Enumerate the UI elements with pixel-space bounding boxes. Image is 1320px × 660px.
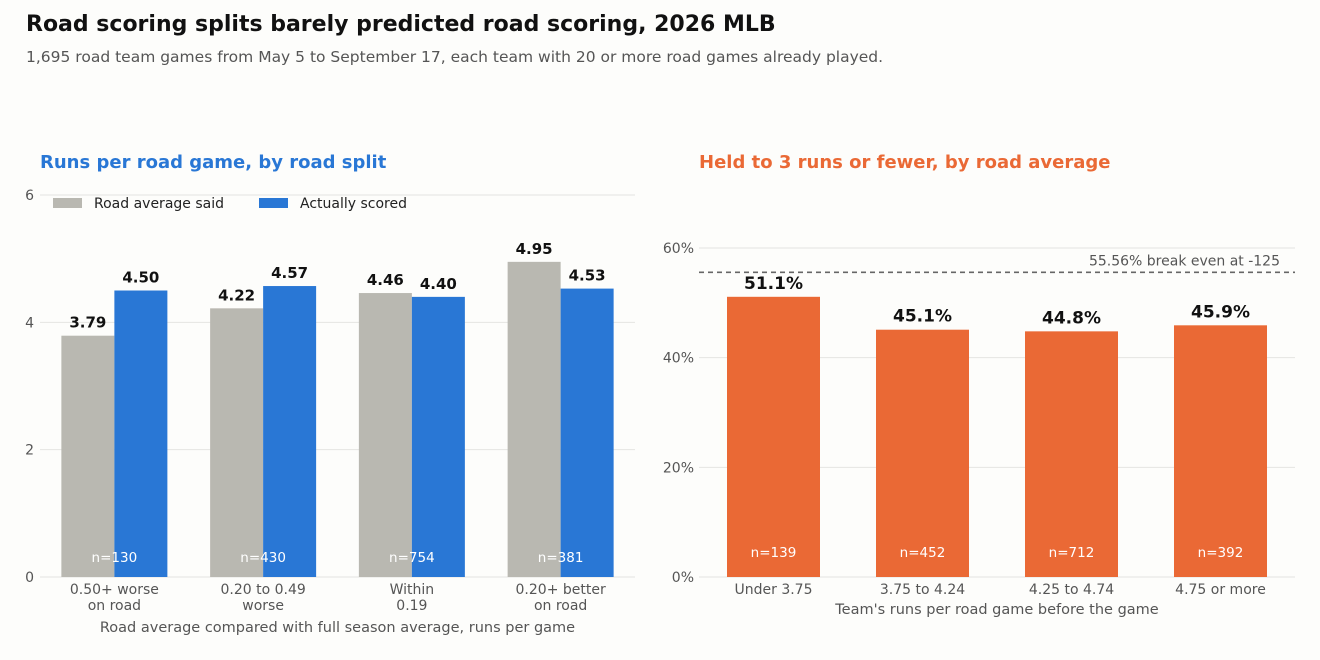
chart-subtitle: 1,695 road team games from May 5 to Sept… bbox=[26, 48, 884, 66]
right-ytick-label: 20% bbox=[663, 460, 694, 476]
left-value-label: 4.46 bbox=[367, 271, 404, 289]
left-value-label: 4.53 bbox=[569, 267, 606, 285]
left-bar-road-average bbox=[358, 293, 412, 577]
left-category-label: on road bbox=[534, 598, 587, 614]
left-category-label: 0.20+ better bbox=[516, 582, 606, 598]
right-bar bbox=[1025, 331, 1118, 577]
left-value-label: 3.79 bbox=[69, 314, 106, 332]
right-ytick-label: 60% bbox=[663, 241, 694, 257]
left-bar-actual bbox=[114, 290, 168, 577]
right-category-label: 4.75 or more bbox=[1175, 582, 1266, 598]
right-x-axis-label: Team's runs per road game before the gam… bbox=[834, 602, 1159, 618]
chart-title: Road scoring splits barely predicted roa… bbox=[26, 12, 776, 37]
left-ytick-label: 6 bbox=[25, 188, 34, 204]
left-category-label: 0.19 bbox=[396, 598, 427, 614]
left-panel-title: Runs per road game, by road split bbox=[40, 152, 387, 173]
left-value-label: 4.95 bbox=[516, 240, 553, 258]
left-sample-label: n=430 bbox=[240, 550, 286, 566]
legend-swatch-road-average bbox=[53, 198, 82, 208]
left-category-label: 0.20 to 0.49 bbox=[220, 582, 305, 598]
left-category-label: 0.50+ worse bbox=[70, 582, 159, 598]
left-sample-label: n=381 bbox=[538, 550, 584, 566]
right-sample-label: n=392 bbox=[1198, 545, 1244, 561]
right-bar bbox=[1174, 325, 1267, 577]
right-bar bbox=[876, 329, 969, 577]
left-ytick-label: 0 bbox=[25, 570, 34, 586]
right-value-label: 45.1% bbox=[893, 307, 952, 327]
right-value-label: 51.1% bbox=[744, 274, 803, 294]
right-ytick-label: 40% bbox=[663, 351, 694, 367]
left-value-label: 4.22 bbox=[218, 286, 255, 304]
left-value-label: 4.50 bbox=[122, 269, 159, 287]
right-sample-label: n=452 bbox=[900, 545, 946, 561]
left-ytick-label: 2 bbox=[25, 443, 34, 459]
left-bar-actual bbox=[560, 288, 614, 577]
right-ytick-label: 0% bbox=[672, 570, 694, 586]
left-bar-road-average bbox=[507, 261, 561, 577]
left-value-label: 4.57 bbox=[271, 264, 308, 282]
left-sample-label: n=130 bbox=[92, 550, 138, 566]
left-category-label: on road bbox=[88, 598, 141, 614]
left-bar-road-average bbox=[210, 308, 264, 577]
left-ytick-label: 4 bbox=[25, 315, 34, 331]
left-sample-label: n=754 bbox=[389, 550, 435, 566]
right-category-label: Under 3.75 bbox=[735, 582, 813, 598]
left-category-label: worse bbox=[242, 598, 284, 614]
left-bar-road-average bbox=[61, 335, 115, 577]
right-sample-label: n=712 bbox=[1049, 545, 1095, 561]
legend-label-road-average: Road average said bbox=[94, 196, 224, 212]
left-x-axis-label: Road average compared with full season a… bbox=[100, 620, 575, 636]
left-category-label: Within bbox=[390, 582, 435, 598]
right-category-label: 3.75 to 4.24 bbox=[880, 582, 965, 598]
right-panel-title: Held to 3 runs or fewer, by road average bbox=[699, 152, 1111, 173]
right-category-label: 4.25 to 4.74 bbox=[1029, 582, 1114, 598]
legend-swatch-actual bbox=[259, 198, 288, 208]
left-value-label: 4.40 bbox=[420, 275, 457, 293]
left-bar-actual bbox=[263, 286, 317, 577]
right-sample-label: n=139 bbox=[751, 545, 797, 561]
right-value-label: 45.9% bbox=[1191, 302, 1250, 322]
right-value-label: 44.8% bbox=[1042, 308, 1101, 328]
break-even-label: 55.56% break even at -125 bbox=[1089, 253, 1280, 269]
right-bar bbox=[727, 296, 820, 577]
left-bar-actual bbox=[411, 296, 465, 577]
legend-label-actual: Actually scored bbox=[300, 196, 407, 212]
